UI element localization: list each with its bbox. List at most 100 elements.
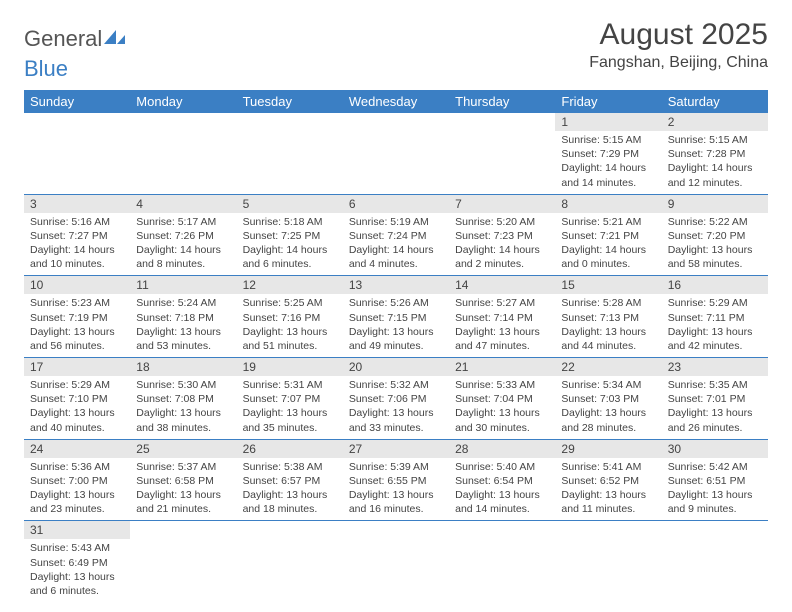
calendar-day-cell: 27Sunrise: 5:39 AMSunset: 6:55 PMDayligh… <box>343 439 449 521</box>
weekday-header-row: SundayMondayTuesdayWednesdayThursdayFrid… <box>24 90 768 113</box>
day-info: Sunrise: 5:19 AMSunset: 7:24 PMDaylight:… <box>343 213 449 276</box>
logo: General <box>24 18 126 52</box>
day-info: Sunrise: 5:15 AMSunset: 7:28 PMDaylight:… <box>662 131 768 194</box>
calendar-week-row: 1Sunrise: 5:15 AMSunset: 7:29 PMDaylight… <box>24 113 768 194</box>
day-info: Sunrise: 5:24 AMSunset: 7:18 PMDaylight:… <box>130 294 236 357</box>
day-number: 15 <box>555 276 661 294</box>
day-number: 16 <box>662 276 768 294</box>
day-number: 1 <box>555 113 661 131</box>
day-info: Sunrise: 5:37 AMSunset: 6:58 PMDaylight:… <box>130 458 236 521</box>
calendar-day-cell: 8Sunrise: 5:21 AMSunset: 7:21 PMDaylight… <box>555 194 661 276</box>
day-info: Sunrise: 5:40 AMSunset: 6:54 PMDaylight:… <box>449 458 555 521</box>
calendar-day-cell: 12Sunrise: 5:25 AMSunset: 7:16 PMDayligh… <box>237 276 343 358</box>
day-info: Sunrise: 5:23 AMSunset: 7:19 PMDaylight:… <box>24 294 130 357</box>
day-info: Sunrise: 5:30 AMSunset: 7:08 PMDaylight:… <box>130 376 236 439</box>
calendar-week-row: 10Sunrise: 5:23 AMSunset: 7:19 PMDayligh… <box>24 276 768 358</box>
calendar-day-cell <box>662 521 768 602</box>
calendar-week-row: 24Sunrise: 5:36 AMSunset: 7:00 PMDayligh… <box>24 439 768 521</box>
day-number: 12 <box>237 276 343 294</box>
weekday-header: Friday <box>555 90 661 113</box>
calendar-day-cell: 23Sunrise: 5:35 AMSunset: 7:01 PMDayligh… <box>662 358 768 440</box>
day-info: Sunrise: 5:28 AMSunset: 7:13 PMDaylight:… <box>555 294 661 357</box>
day-number: 26 <box>237 440 343 458</box>
calendar-day-cell: 25Sunrise: 5:37 AMSunset: 6:58 PMDayligh… <box>130 439 236 521</box>
day-number: 27 <box>343 440 449 458</box>
weekday-header: Thursday <box>449 90 555 113</box>
calendar-day-cell: 16Sunrise: 5:29 AMSunset: 7:11 PMDayligh… <box>662 276 768 358</box>
weekday-header: Sunday <box>24 90 130 113</box>
day-info: Sunrise: 5:18 AMSunset: 7:25 PMDaylight:… <box>237 213 343 276</box>
day-info: Sunrise: 5:35 AMSunset: 7:01 PMDaylight:… <box>662 376 768 439</box>
day-number: 28 <box>449 440 555 458</box>
calendar-day-cell: 20Sunrise: 5:32 AMSunset: 7:06 PMDayligh… <box>343 358 449 440</box>
day-info: Sunrise: 5:29 AMSunset: 7:10 PMDaylight:… <box>24 376 130 439</box>
day-number: 9 <box>662 195 768 213</box>
calendar-day-cell: 30Sunrise: 5:42 AMSunset: 6:51 PMDayligh… <box>662 439 768 521</box>
calendar-day-cell: 3Sunrise: 5:16 AMSunset: 7:27 PMDaylight… <box>24 194 130 276</box>
day-number: 24 <box>24 440 130 458</box>
day-number: 8 <box>555 195 661 213</box>
day-number: 22 <box>555 358 661 376</box>
calendar-day-cell: 31Sunrise: 5:43 AMSunset: 6:49 PMDayligh… <box>24 521 130 602</box>
day-number: 2 <box>662 113 768 131</box>
day-info: Sunrise: 5:41 AMSunset: 6:52 PMDaylight:… <box>555 458 661 521</box>
weekday-header: Saturday <box>662 90 768 113</box>
day-number: 21 <box>449 358 555 376</box>
calendar-day-cell: 5Sunrise: 5:18 AMSunset: 7:25 PMDaylight… <box>237 194 343 276</box>
day-info: Sunrise: 5:15 AMSunset: 7:29 PMDaylight:… <box>555 131 661 194</box>
calendar-day-cell: 9Sunrise: 5:22 AMSunset: 7:20 PMDaylight… <box>662 194 768 276</box>
calendar-day-cell: 7Sunrise: 5:20 AMSunset: 7:23 PMDaylight… <box>449 194 555 276</box>
day-info: Sunrise: 5:25 AMSunset: 7:16 PMDaylight:… <box>237 294 343 357</box>
day-number: 11 <box>130 276 236 294</box>
day-number: 20 <box>343 358 449 376</box>
calendar-week-row: 3Sunrise: 5:16 AMSunset: 7:27 PMDaylight… <box>24 194 768 276</box>
weekday-header: Tuesday <box>237 90 343 113</box>
day-info: Sunrise: 5:38 AMSunset: 6:57 PMDaylight:… <box>237 458 343 521</box>
day-number: 3 <box>24 195 130 213</box>
calendar-day-cell: 2Sunrise: 5:15 AMSunset: 7:28 PMDaylight… <box>662 113 768 194</box>
calendar-day-cell <box>237 521 343 602</box>
calendar-day-cell <box>343 113 449 194</box>
day-info: Sunrise: 5:27 AMSunset: 7:14 PMDaylight:… <box>449 294 555 357</box>
calendar-day-cell <box>449 113 555 194</box>
calendar-week-row: 31Sunrise: 5:43 AMSunset: 6:49 PMDayligh… <box>24 521 768 602</box>
calendar-day-cell <box>24 113 130 194</box>
day-info: Sunrise: 5:31 AMSunset: 7:07 PMDaylight:… <box>237 376 343 439</box>
day-number: 13 <box>343 276 449 294</box>
day-info: Sunrise: 5:21 AMSunset: 7:21 PMDaylight:… <box>555 213 661 276</box>
day-info: Sunrise: 5:43 AMSunset: 6:49 PMDaylight:… <box>24 539 130 602</box>
day-number: 31 <box>24 521 130 539</box>
calendar-day-cell: 17Sunrise: 5:29 AMSunset: 7:10 PMDayligh… <box>24 358 130 440</box>
day-info: Sunrise: 5:32 AMSunset: 7:06 PMDaylight:… <box>343 376 449 439</box>
calendar-day-cell: 19Sunrise: 5:31 AMSunset: 7:07 PMDayligh… <box>237 358 343 440</box>
day-number: 19 <box>237 358 343 376</box>
calendar-week-row: 17Sunrise: 5:29 AMSunset: 7:10 PMDayligh… <box>24 358 768 440</box>
calendar-day-cell <box>449 521 555 602</box>
day-info: Sunrise: 5:20 AMSunset: 7:23 PMDaylight:… <box>449 213 555 276</box>
day-info: Sunrise: 5:16 AMSunset: 7:27 PMDaylight:… <box>24 213 130 276</box>
logo-sail-icon <box>104 26 126 52</box>
weekday-header: Wednesday <box>343 90 449 113</box>
day-number: 18 <box>130 358 236 376</box>
calendar-day-cell: 26Sunrise: 5:38 AMSunset: 6:57 PMDayligh… <box>237 439 343 521</box>
day-info: Sunrise: 5:29 AMSunset: 7:11 PMDaylight:… <box>662 294 768 357</box>
logo-text-2: Blue <box>24 56 68 81</box>
calendar-day-cell: 24Sunrise: 5:36 AMSunset: 7:00 PMDayligh… <box>24 439 130 521</box>
calendar-day-cell: 29Sunrise: 5:41 AMSunset: 6:52 PMDayligh… <box>555 439 661 521</box>
day-info: Sunrise: 5:26 AMSunset: 7:15 PMDaylight:… <box>343 294 449 357</box>
day-number: 7 <box>449 195 555 213</box>
day-number: 10 <box>24 276 130 294</box>
calendar-table: SundayMondayTuesdayWednesdayThursdayFrid… <box>24 90 768 602</box>
calendar-day-cell: 15Sunrise: 5:28 AMSunset: 7:13 PMDayligh… <box>555 276 661 358</box>
day-number: 25 <box>130 440 236 458</box>
day-number: 14 <box>449 276 555 294</box>
day-number: 29 <box>555 440 661 458</box>
day-number: 23 <box>662 358 768 376</box>
calendar-day-cell: 13Sunrise: 5:26 AMSunset: 7:15 PMDayligh… <box>343 276 449 358</box>
day-number: 30 <box>662 440 768 458</box>
weekday-header: Monday <box>130 90 236 113</box>
calendar-day-cell <box>343 521 449 602</box>
day-number: 17 <box>24 358 130 376</box>
day-info: Sunrise: 5:33 AMSunset: 7:04 PMDaylight:… <box>449 376 555 439</box>
day-info: Sunrise: 5:17 AMSunset: 7:26 PMDaylight:… <box>130 213 236 276</box>
